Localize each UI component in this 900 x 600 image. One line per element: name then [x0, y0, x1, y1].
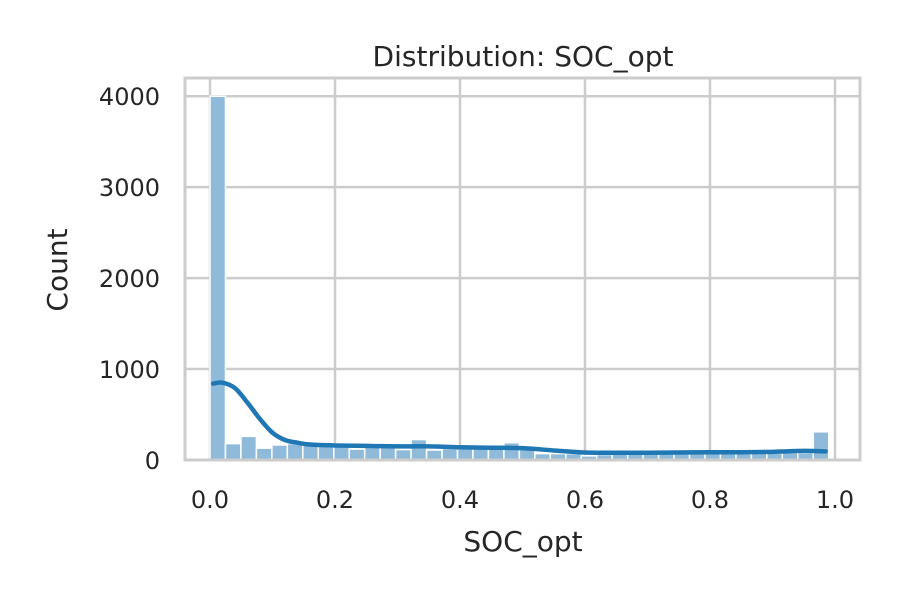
kde-curve-layer [210, 380, 828, 456]
histogram-bar [425, 449, 443, 461]
plot-frame [183, 76, 862, 462]
y-tick-label: 3000 [99, 174, 160, 202]
histogram-bar [441, 447, 459, 461]
y-tick-label: 2000 [99, 265, 160, 293]
histogram-bar [271, 444, 289, 461]
kde-line [210, 380, 828, 456]
histogram-bar [348, 448, 366, 461]
x-tick-label: 0.6 [566, 486, 604, 514]
histogram-bar [209, 95, 227, 461]
x-tick-label: 0.4 [441, 486, 479, 514]
y-tick-label: 1000 [99, 356, 160, 384]
chart-title: Distribution: SOC_opt [373, 40, 674, 73]
grid [185, 78, 860, 462]
y-tick-label: 4000 [99, 83, 160, 111]
y-tick-labels: 0 1000 2000 3000 4000 [99, 83, 160, 475]
x-tick-labels: 0.0 0.2 0.4 0.6 0.8 1.0 [191, 486, 854, 514]
histogram-bar [224, 442, 242, 461]
x-axis-label: SOC_opt [463, 525, 582, 558]
histogram-bar [379, 446, 397, 461]
histogram-bar [472, 447, 490, 461]
histogram-bar [456, 447, 474, 461]
x-tick-label: 0.2 [316, 486, 354, 514]
x-tick-label: 0.8 [691, 486, 729, 514]
histogram-bar [503, 441, 521, 461]
histogram-bar [410, 438, 428, 461]
y-tick-label: 0 [145, 447, 160, 475]
y-axis-label: Count [41, 228, 74, 311]
histogram-bar [812, 431, 830, 461]
x-tick-label: 1.0 [816, 486, 854, 514]
histogram-bar [394, 448, 412, 461]
histogram-bar [240, 435, 258, 461]
x-tick-label: 0.0 [191, 486, 229, 514]
histogram-bar [286, 442, 304, 461]
histogram-bar [255, 447, 273, 461]
